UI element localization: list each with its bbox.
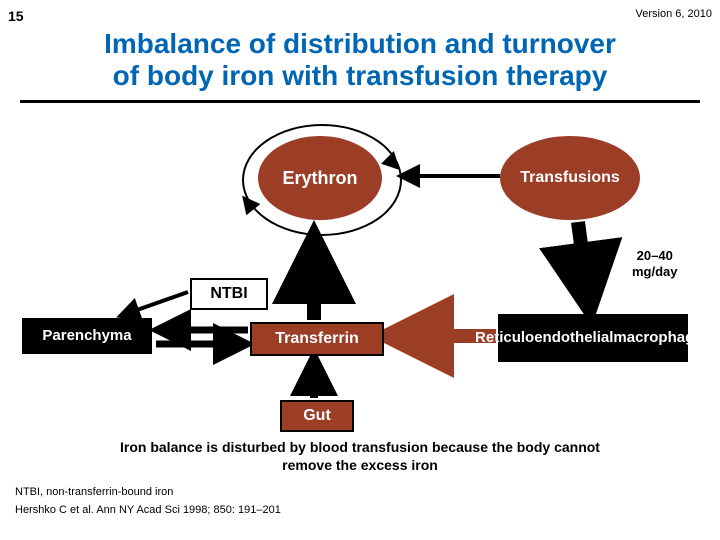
caption-text: Iron balance is disturbed by blood trans… [40, 438, 680, 474]
ntbi-to-parenchyma [120, 292, 188, 316]
parenchyma-label: Parenchyma [42, 327, 131, 344]
reticulo-label-l1: Reticuloendothelial [475, 329, 613, 346]
transferrin-node: Transferrin [250, 322, 384, 356]
transferrin-label: Transferrin [275, 330, 359, 348]
caption-l2: remove the excess iron [282, 457, 438, 473]
transfusions-label: Transfusions [520, 169, 620, 187]
gut-label: Gut [303, 407, 331, 425]
transfusions-to-reticulo-down [578, 222, 590, 312]
caption-l1: Iron balance is disturbed by blood trans… [120, 439, 600, 455]
ntbi-label: NTBI [210, 285, 247, 303]
slide-number: 15 [8, 8, 24, 24]
erythron-node: Erythron [258, 136, 382, 220]
dose-label-l1: 20–40 [637, 248, 673, 263]
version-text: Version 6, 2010 [636, 8, 712, 20]
title-underline [20, 100, 700, 103]
dose-label: 20–40 mg/day [632, 248, 678, 279]
parenchyma-node: Parenchyma [22, 318, 152, 354]
diagram-area: Erythron Transfusions NTBI Parenchyma Tr… [0, 108, 720, 438]
reticuloendothelial-node: Reticuloendothelial macrophages [498, 314, 688, 362]
footnote-citation: Hershko C et al. Ann NY Acad Sci 1998; 8… [15, 504, 281, 516]
dose-label-l2: mg/day [632, 264, 678, 279]
title-line-2: of body iron with transfusion therapy [113, 60, 608, 91]
reticulo-label-l2: macrophages [613, 329, 711, 346]
title-line-1: Imbalance of distribution and turnover [104, 28, 616, 59]
gut-node: Gut [280, 400, 354, 432]
erythron-label: Erythron [282, 168, 357, 189]
transfusions-node: Transfusions [500, 136, 640, 220]
ntbi-node: NTBI [190, 278, 268, 310]
slide-title: Imbalance of distribution and turnover o… [0, 28, 720, 92]
footnote-abbrev: NTBI, non-transferrin-bound iron [15, 486, 173, 498]
